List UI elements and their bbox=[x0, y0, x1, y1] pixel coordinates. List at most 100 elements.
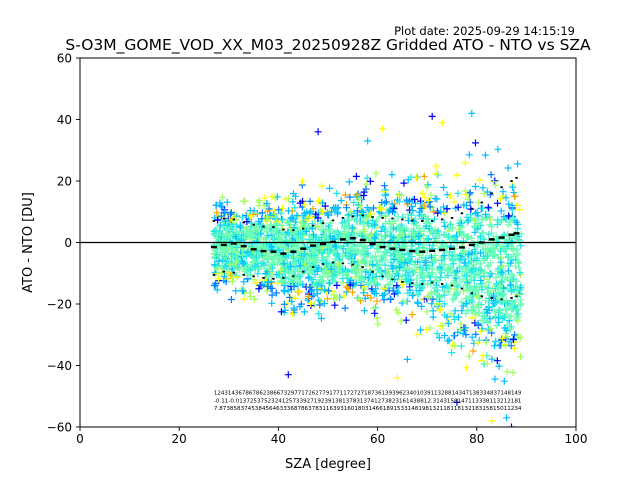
scatter-point bbox=[443, 191, 451, 199]
series-point-mean bbox=[230, 242, 237, 245]
scatter-point bbox=[403, 225, 411, 233]
scatter-point bbox=[505, 313, 513, 321]
scatter-point bbox=[420, 232, 428, 240]
series-point-upper bbox=[321, 222, 325, 224]
scatter-point bbox=[514, 317, 522, 325]
series-point-upper bbox=[515, 177, 518, 179]
series-point-upper bbox=[371, 216, 374, 218]
scatter-point bbox=[240, 295, 248, 303]
scatter-point bbox=[420, 244, 428, 252]
scatter-point bbox=[275, 206, 283, 214]
scatter-point bbox=[331, 301, 339, 309]
scatter-point bbox=[307, 275, 315, 283]
scatter-point bbox=[461, 265, 469, 273]
scatter-point bbox=[489, 244, 497, 252]
series-point-mean bbox=[468, 243, 475, 247]
scatter-point bbox=[308, 213, 316, 221]
scatter-point bbox=[271, 210, 279, 218]
x-axis-label: SZA [degree] bbox=[285, 457, 371, 472]
scatter-point bbox=[497, 247, 505, 255]
scatter-point bbox=[431, 195, 439, 202]
series-point-mean bbox=[320, 242, 326, 246]
series-point-mean bbox=[429, 249, 436, 252]
scatter-point bbox=[360, 192, 368, 199]
scatter-point bbox=[426, 224, 434, 231]
scatter-point bbox=[293, 211, 301, 219]
scatter-point bbox=[255, 233, 263, 241]
scatter-point bbox=[408, 311, 416, 318]
scatter-point bbox=[517, 300, 525, 308]
scatter-point bbox=[407, 227, 415, 235]
series-point-lower bbox=[470, 292, 473, 295]
count-annotation-row-1: 1243143678678623866732977172627791771172… bbox=[214, 391, 522, 397]
scatter-point bbox=[491, 177, 499, 185]
scatter-point bbox=[436, 306, 444, 313]
scatter-point bbox=[466, 189, 474, 197]
scatter-point bbox=[287, 262, 295, 270]
scatter-point bbox=[371, 309, 379, 317]
scatter-point bbox=[444, 265, 452, 273]
scatter-point bbox=[216, 221, 224, 229]
scatter-point bbox=[508, 423, 515, 427]
scatter-point bbox=[321, 232, 329, 240]
scatter-point bbox=[445, 266, 453, 274]
scatter-point bbox=[431, 277, 439, 285]
scatter-point bbox=[506, 325, 514, 333]
scatter-point bbox=[289, 190, 297, 198]
scatter-point bbox=[377, 232, 385, 239]
series-point-mean bbox=[220, 243, 227, 247]
scatter-point bbox=[393, 374, 401, 382]
scatter-point bbox=[497, 207, 505, 215]
y-axis-ticks: −60 −40 −20 0 20 40 60 bbox=[47, 52, 80, 435]
scatter-point bbox=[451, 307, 459, 315]
scatter-point bbox=[404, 217, 412, 225]
scatter-point bbox=[381, 225, 389, 233]
scatter-point bbox=[497, 286, 504, 294]
series-point-lower bbox=[351, 263, 354, 266]
scatter-point bbox=[426, 324, 434, 332]
scatter-point bbox=[303, 208, 311, 216]
scatter-point bbox=[415, 208, 423, 216]
scatter-point bbox=[217, 202, 225, 210]
scatter-point bbox=[410, 195, 418, 203]
scatter-point bbox=[471, 248, 479, 256]
scatter-point bbox=[213, 286, 221, 294]
scatter-point bbox=[237, 223, 244, 231]
scatter-point bbox=[279, 204, 287, 212]
scatter-point bbox=[285, 195, 292, 203]
scatter-point bbox=[432, 162, 440, 170]
series-point-upper bbox=[282, 228, 285, 231]
scatter-point bbox=[482, 211, 490, 218]
scatter-point bbox=[347, 208, 355, 216]
scatter-point bbox=[268, 291, 276, 299]
scatter-point bbox=[366, 278, 374, 286]
scatter-point bbox=[412, 280, 420, 288]
scatter-point bbox=[239, 260, 247, 268]
scatter-point bbox=[440, 218, 448, 226]
scatter-point bbox=[330, 291, 338, 299]
scatter-point bbox=[377, 205, 385, 212]
scatter-point bbox=[361, 242, 369, 250]
scatter-point bbox=[442, 248, 450, 256]
scatter-point bbox=[320, 233, 328, 241]
scatter-point bbox=[477, 277, 485, 284]
scatter-point bbox=[214, 252, 222, 260]
scatter-point bbox=[479, 352, 487, 360]
scatter-point bbox=[514, 160, 522, 168]
scatter-point bbox=[491, 375, 499, 383]
series-point-lower bbox=[321, 263, 325, 265]
scatter-point bbox=[326, 219, 334, 227]
scatter-point bbox=[424, 235, 432, 243]
scatter-point bbox=[254, 270, 262, 278]
scatter-point bbox=[492, 337, 499, 345]
series-point-mean bbox=[513, 232, 520, 235]
scatter-point bbox=[447, 192, 454, 200]
scatter-point bbox=[457, 231, 465, 239]
scatter-point bbox=[331, 270, 339, 278]
scatter-point bbox=[340, 242, 348, 250]
count-annotations: 1243143678678623866732977172627791771172… bbox=[214, 391, 522, 412]
series-point-upper bbox=[331, 219, 335, 222]
scatter-point bbox=[387, 258, 395, 266]
scatter-point bbox=[481, 268, 489, 276]
scatter-point bbox=[423, 264, 431, 272]
